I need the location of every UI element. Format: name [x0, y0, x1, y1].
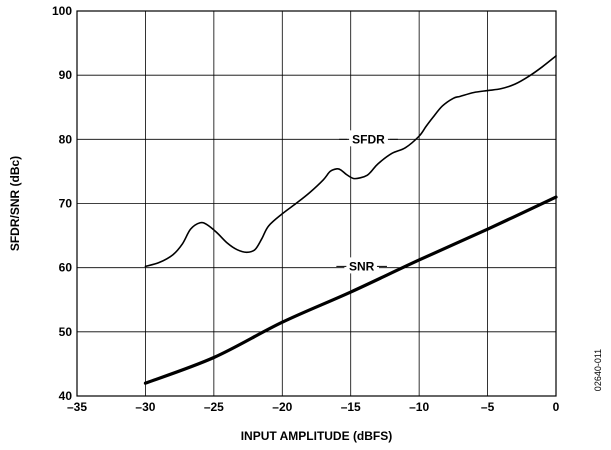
y-tick-label: 90 [59, 68, 73, 82]
series-label-sfdr: SFDR [352, 132, 385, 146]
x-tick-label: –15 [341, 400, 361, 414]
figure-code: 02640-011 [593, 349, 603, 391]
series-line-sfdr [144, 55, 557, 268]
series-label-bg [344, 257, 379, 274]
y-tick-label: 100 [52, 4, 72, 18]
x-tick-label: –35 [67, 400, 87, 414]
series-labels: SFDR SNR [336, 130, 398, 274]
y-tick-label: 40 [59, 389, 73, 403]
x-tick-label: –30 [135, 400, 155, 414]
x-tick-label: –10 [409, 400, 429, 414]
x-tick-label: –20 [272, 400, 292, 414]
y-axis-label: SFDR/SNR (dBc) [8, 156, 22, 251]
grid [76, 10, 557, 397]
y-tick-label: 80 [59, 132, 73, 146]
plot-frame [76, 10, 557, 397]
x-tick-labels: –35 –30 –25 –20 –15 –10 –5 0 [67, 400, 560, 414]
y-tick-labels: 40 50 60 70 80 90 100 [52, 4, 72, 403]
x-tick-label: 0 [553, 400, 560, 414]
x-axis-label: INPUT AMPLITUDE (dBFS) [241, 429, 393, 443]
y-tick-label: 50 [59, 325, 73, 339]
series-label-bg [347, 130, 390, 147]
x-tick-label: –25 [204, 400, 224, 414]
series-layer [143, 55, 558, 385]
y-tick-label: 60 [59, 261, 73, 275]
x-tick-label: –5 [481, 400, 495, 414]
y-tick-label: 70 [59, 197, 73, 211]
series-line-snr [143, 195, 558, 385]
series-label-snr: SNR [349, 259, 375, 273]
